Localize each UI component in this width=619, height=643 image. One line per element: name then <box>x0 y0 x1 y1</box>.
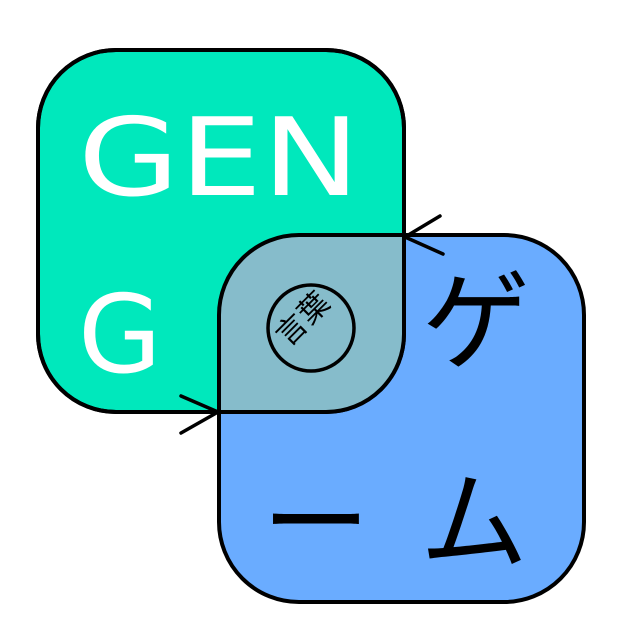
overlap-region <box>217 233 404 412</box>
green-text-gen: GEN <box>78 96 360 221</box>
blue-text-ge: ゲ <box>422 261 530 386</box>
green-text-g: G <box>78 273 162 398</box>
seal-circle <box>266 283 356 373</box>
blue-text-mu: ム <box>420 461 528 586</box>
arrow-top-right-icon <box>403 214 445 256</box>
arrow-bottom-left-icon <box>179 394 220 435</box>
blue-text-long-vowel: ー <box>262 461 370 586</box>
